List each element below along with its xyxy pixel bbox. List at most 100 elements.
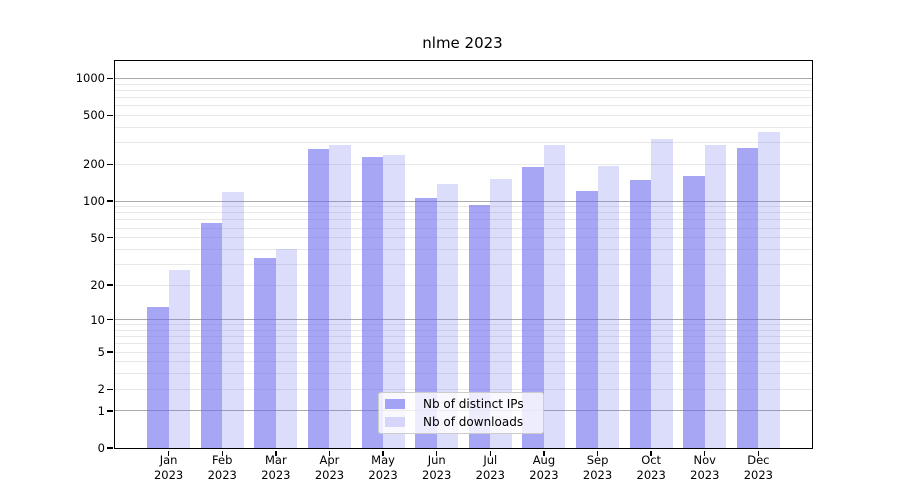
bar-downloads (168, 269, 191, 448)
bar-distinct-ips (254, 257, 276, 448)
x-tick-mark (435, 450, 438, 456)
gridline-minor (115, 89, 812, 91)
gridline-minor (115, 105, 812, 107)
bar-distinct-ips (736, 148, 759, 448)
x-tick-mark (757, 450, 760, 456)
bar-distinct-ips (576, 190, 598, 448)
gridline-major (115, 200, 812, 202)
y-tick-mark (107, 77, 113, 80)
gridline-minor (115, 329, 812, 331)
y-tick-mark (107, 351, 113, 353)
x-tick-mark (275, 450, 277, 456)
x-tick-label: Aug 2023 (529, 453, 559, 482)
gridline-minor (115, 163, 812, 165)
bar-downloads (758, 132, 780, 448)
gridline-minor (115, 336, 812, 338)
bar-distinct-ips (683, 176, 705, 448)
gridline-major (115, 319, 812, 321)
y-tick-label: 5 (97, 345, 105, 360)
gridline-minor (115, 388, 812, 390)
bar-downloads (597, 166, 619, 448)
y-tick-mark (107, 447, 113, 449)
y-tick-label: 0 (97, 441, 105, 455)
gridline-minor (115, 83, 812, 85)
bar-distinct-ips (308, 149, 330, 448)
bar-distinct-ips (629, 179, 652, 448)
gridline-minor (115, 237, 812, 239)
gridline-minor (115, 351, 812, 353)
x-tick-mark (543, 450, 545, 456)
y-tick-mark (107, 114, 113, 117)
legend-label-distinct-ips: Nb of distinct IPs (423, 396, 524, 411)
y-tick-mark (107, 163, 113, 165)
gridline-minor (115, 373, 812, 375)
x-tick-mark (489, 450, 491, 456)
legend: Nb of distinct IPs Nb of downloads (378, 392, 544, 434)
x-tick-label: May 2023 (368, 453, 398, 482)
bar-distinct-ips (468, 204, 491, 448)
gridline-minor (115, 114, 812, 116)
legend-swatch-distinct-ips (385, 398, 405, 409)
gridline-minor (115, 206, 812, 208)
x-tick-label: Sep 2023 (582, 453, 613, 482)
gridline-minor (115, 142, 812, 144)
y-tick-mark (107, 200, 113, 202)
bar-distinct-ips (200, 223, 223, 448)
y-tick-label: 1 (97, 403, 105, 418)
x-tick-label: Jul 2023 (475, 453, 505, 482)
gridline-minor (115, 227, 812, 229)
y-tick-label: 1000 (75, 71, 105, 86)
bar-distinct-ips (147, 306, 169, 448)
y-tick-label: 500 (83, 108, 105, 123)
bar-downloads (222, 191, 244, 448)
x-tick-mark (328, 450, 331, 456)
x-tick-label: Oct 2023 (636, 453, 666, 482)
y-tick-mark (107, 388, 113, 390)
x-tick-mark (596, 450, 599, 456)
chart-title: nlme 2023 (422, 34, 503, 52)
gridline-minor (115, 343, 812, 345)
bar-downloads (329, 145, 351, 448)
x-tick-mark (167, 450, 170, 456)
gridline-minor (115, 284, 812, 286)
legend-swatch-downloads (385, 417, 405, 428)
gridline-minor (115, 219, 812, 221)
bar-downloads (436, 184, 459, 448)
gridline-minor (115, 96, 812, 98)
bar-downloads (543, 144, 566, 448)
y-tick-label: 50 (90, 230, 105, 245)
legend-row-distinct-ips: Nb of distinct IPs (385, 396, 537, 412)
x-tick-mark (704, 450, 706, 456)
x-tick-label: Mar 2023 (261, 453, 291, 482)
y-tick-label: 200 (83, 157, 105, 172)
gridline-minor (115, 361, 812, 363)
bar-downloads (383, 154, 405, 448)
x-tick-label: Jan 2023 (153, 453, 184, 482)
bar-downloads (275, 249, 298, 448)
gridline-minor (115, 263, 812, 265)
x-tick-mark (382, 450, 384, 456)
legend-label-downloads: Nb of downloads (423, 415, 524, 430)
y-tick-label: 100 (83, 194, 105, 209)
x-tick-label: Jun 2023 (422, 453, 452, 482)
gridline-minor (115, 212, 812, 214)
gridline-major (115, 77, 812, 79)
y-tick-label: 20 (90, 278, 105, 293)
x-tick-mark (650, 450, 652, 456)
y-tick-label: 2 (97, 382, 105, 397)
x-tick-label: Dec 2023 (743, 453, 774, 482)
y-tick-label: 10 (90, 312, 105, 327)
bar-downloads (704, 145, 727, 448)
bar-distinct-ips (415, 197, 437, 448)
y-tick-mark (107, 319, 113, 321)
y-tick-mark (107, 284, 113, 286)
gridline-minor (115, 126, 812, 128)
x-tick-label: Nov 2023 (690, 453, 720, 482)
y-tick-mark (107, 236, 113, 239)
legend-row-downloads: Nb of downloads (385, 415, 537, 431)
plot-area: Nb of distinct IPs Nb of downloads 0 1 2 5 1… (76, 60, 813, 482)
bar-downloads (490, 178, 512, 448)
x-tick-label: Apr 2023 (314, 453, 345, 482)
bar-distinct-ips (522, 166, 544, 448)
